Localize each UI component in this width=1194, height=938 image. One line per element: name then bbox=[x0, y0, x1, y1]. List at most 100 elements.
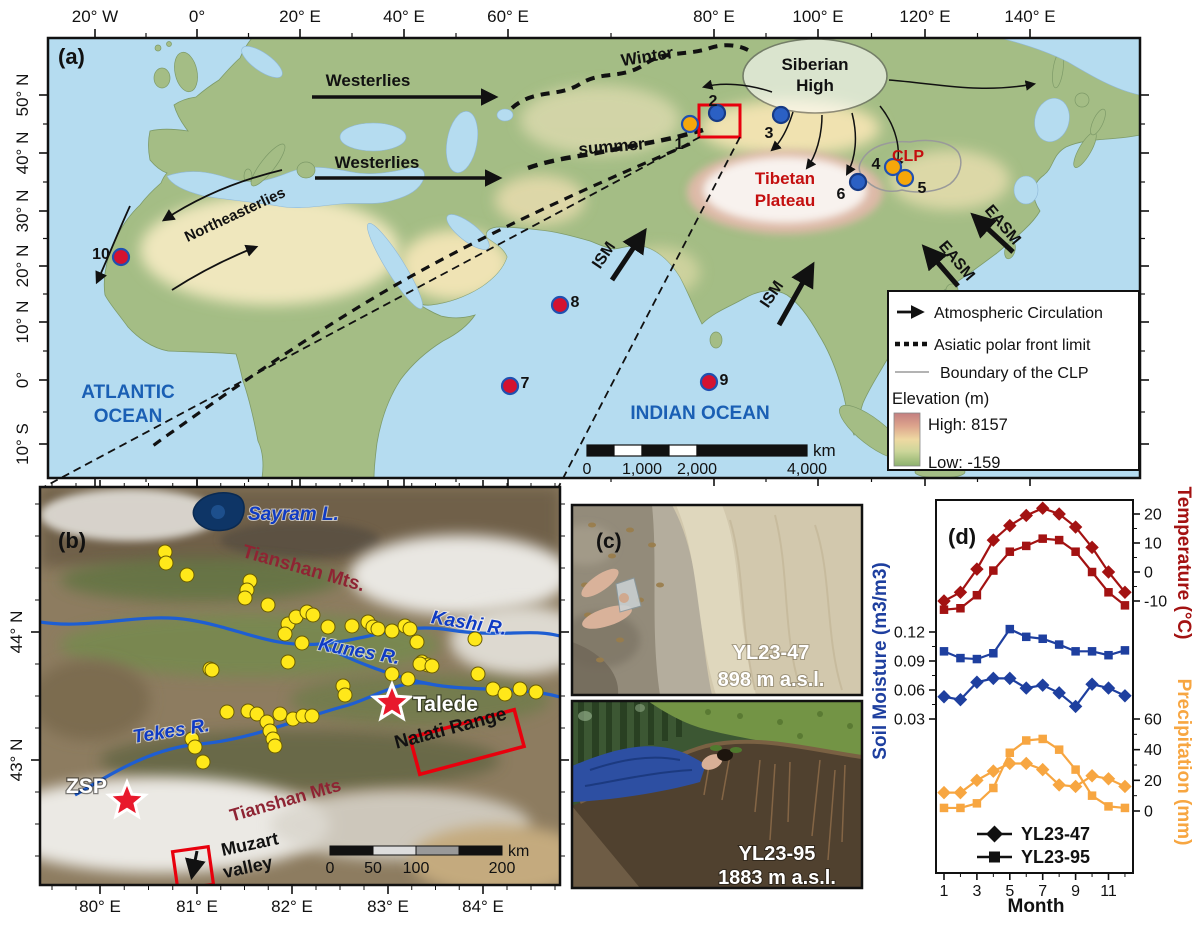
axis-label-latitude: 0° bbox=[13, 372, 32, 388]
marker-diamond bbox=[1101, 681, 1116, 695]
site-marker-10 bbox=[111, 247, 131, 267]
axis-label-b-longitude: 83° E bbox=[367, 897, 409, 916]
marker-square bbox=[972, 799, 982, 808]
loess-sample-dot bbox=[294, 635, 310, 651]
marker-diamond bbox=[1019, 756, 1033, 771]
photo2-sample-id: YL23-95 bbox=[739, 843, 816, 865]
atlantic-ocean-label-2: OCEAN bbox=[94, 406, 163, 427]
marker-diamond bbox=[1003, 518, 1017, 533]
legend-diamond-icon bbox=[986, 825, 1003, 843]
scalebar-a-unit: km bbox=[813, 441, 836, 460]
marker-diamond bbox=[1035, 501, 1050, 515]
marker-diamond bbox=[986, 764, 1001, 778]
marker-square bbox=[1038, 634, 1047, 644]
marker-diamond bbox=[1035, 762, 1050, 777]
tick-label-precipitation: 60 bbox=[1144, 712, 1162, 729]
photo1-sample-id: YL23-47 bbox=[733, 642, 810, 664]
axis-label-latitude: 10° S bbox=[13, 423, 32, 465]
scalebar-b-tick: 50 bbox=[364, 860, 382, 877]
loess-sample-dot bbox=[277, 626, 293, 642]
marker-square bbox=[1120, 601, 1130, 610]
marker-square bbox=[1087, 567, 1097, 577]
marker-square bbox=[939, 647, 949, 656]
marker-square bbox=[1005, 547, 1015, 556]
marker-square bbox=[1071, 765, 1080, 774]
loess-sample-dot bbox=[512, 681, 528, 697]
grass-speckles bbox=[705, 709, 853, 739]
tick-label-soil_moisture: 0.03 bbox=[894, 712, 925, 729]
loess-sample-dot bbox=[304, 708, 320, 724]
tick-label-soil_moisture: 0.06 bbox=[894, 682, 925, 699]
tick-label-soil_moisture: 0.09 bbox=[894, 653, 925, 670]
tick-label-month: 1 bbox=[940, 883, 949, 900]
easm-arrow-south bbox=[921, 244, 960, 288]
legend-arrow-label: Atmospheric Circulation bbox=[934, 305, 1103, 322]
ism-arrow-east bbox=[776, 261, 815, 327]
loess-sample-dot bbox=[267, 738, 283, 754]
site-marker-4 bbox=[883, 157, 903, 177]
loess-sample-dot bbox=[409, 634, 425, 650]
marker-diamond bbox=[953, 585, 968, 600]
marker-square bbox=[939, 803, 949, 813]
indian-ocean-label: INDIAN OCEAN bbox=[630, 403, 769, 424]
loess-sample-dot bbox=[528, 684, 544, 700]
loess-sample-dot bbox=[158, 555, 174, 571]
site-number-7: 7 bbox=[521, 375, 530, 392]
loess-sample-dot bbox=[195, 754, 211, 770]
scalebar-a-tick: 4,000 bbox=[787, 461, 827, 478]
loess-sample-dot bbox=[402, 621, 418, 637]
axis-label-b-longitude: 81° E bbox=[176, 897, 218, 916]
axis-label-latitude: 10° N bbox=[13, 301, 32, 344]
marker-square bbox=[1104, 802, 1113, 811]
legend-label-yl23-95: YL23-95 bbox=[1021, 847, 1090, 867]
marker-square bbox=[1104, 588, 1113, 597]
site-marker-3 bbox=[771, 105, 791, 125]
marker-diamond bbox=[1035, 678, 1050, 692]
zsp-label: ZSP bbox=[66, 775, 107, 798]
scalebar-b-tick: 100 bbox=[403, 860, 430, 877]
loess-sample-dot bbox=[237, 590, 253, 606]
westerlies-label-south: Westerlies bbox=[335, 153, 420, 172]
marker-diamond bbox=[970, 675, 984, 689]
marker-square bbox=[1054, 640, 1064, 649]
talede-label: Talede bbox=[413, 693, 478, 716]
scalebar-b-tick: 200 bbox=[489, 860, 516, 877]
scalebar-b bbox=[329, 845, 503, 856]
panel-d-tag: (d) bbox=[948, 524, 976, 549]
loess-sample-dot bbox=[497, 686, 513, 702]
siberian-high-label-2: High bbox=[796, 76, 834, 95]
marker-square bbox=[972, 590, 982, 600]
scalebar-b-tick: 0 bbox=[326, 860, 335, 877]
marker-diamond bbox=[986, 671, 1001, 686]
loess-sample-dot bbox=[384, 666, 400, 682]
axis-label-longitude: 60° E bbox=[487, 7, 529, 26]
marker-diamond bbox=[1052, 507, 1066, 521]
axis-label-longitude: 0° bbox=[189, 7, 205, 26]
marker-diamond bbox=[1003, 671, 1017, 686]
marker-square bbox=[1022, 541, 1031, 551]
marker-square bbox=[956, 653, 965, 663]
photo2-elevation: 1883 m a.s.l. bbox=[718, 867, 836, 889]
marker-diamond bbox=[1118, 689, 1132, 703]
monsoon-arrows bbox=[609, 212, 1015, 327]
tick-label-precipitation: 0 bbox=[1144, 804, 1153, 821]
loess-sample-dot bbox=[470, 666, 486, 682]
marker-diamond bbox=[937, 594, 951, 608]
axis-label-longitude: 80° E bbox=[693, 7, 735, 26]
kashi-river bbox=[40, 616, 560, 647]
soil-moisture-axis-title: Soil Moisture (m3/m3) bbox=[870, 562, 891, 759]
loess-sample-dot bbox=[204, 662, 220, 678]
marker-square bbox=[1038, 534, 1047, 543]
loess-sample-sites-layer bbox=[157, 544, 544, 770]
photo-yl23-95: YL23-95 1883 m a.s.l. bbox=[572, 701, 862, 889]
panel-a-border bbox=[46, 36, 1142, 480]
axis-label-latitude: 50° N bbox=[13, 74, 32, 117]
series-line-precipitation bbox=[944, 737, 1126, 810]
axis-label-latitude: 40° N bbox=[13, 132, 32, 175]
tick-label-precipitation: 20 bbox=[1144, 773, 1162, 790]
panel-a-tag: (a) bbox=[58, 44, 85, 69]
westerlies-label-north: Westerlies bbox=[326, 71, 411, 90]
ism-arrow-west bbox=[609, 227, 647, 282]
marker-diamond bbox=[937, 785, 951, 800]
